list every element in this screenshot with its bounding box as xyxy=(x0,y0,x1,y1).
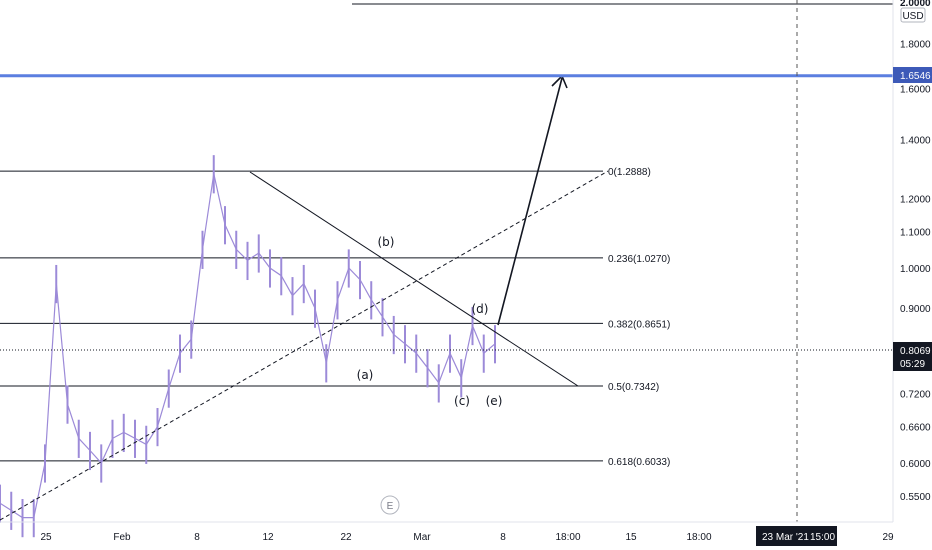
fib-level-label: 0.618(0.6033) xyxy=(608,457,670,468)
time-tick-label: 22 xyxy=(340,532,352,543)
price-tick-label: 0.6600 xyxy=(900,423,931,434)
wave-label: (e) xyxy=(486,394,503,408)
time-tick-label: Feb xyxy=(113,532,131,543)
fib-level-label: 0.236(1.0270) xyxy=(608,254,670,265)
time-axis[interactable]: 25 Feb 8 12 22 Mar 8 18:00 15 18:00 29 xyxy=(40,532,894,543)
current-price-text: 0.8069 xyxy=(900,346,931,357)
price-tick-label: 0.5500 xyxy=(900,492,931,503)
wave-label: (b) xyxy=(378,235,395,249)
countdown-text: 05:29 xyxy=(900,359,925,370)
time-tick-label: 18:00 xyxy=(686,532,711,543)
time-tick-label: 8 xyxy=(500,532,506,543)
price-line xyxy=(0,173,496,519)
time-tick-label: 25 xyxy=(40,532,52,543)
event-marker-letter: E xyxy=(387,501,394,512)
time-tick-label: 8 xyxy=(194,532,200,543)
descending-trendline[interactable] xyxy=(249,171,579,387)
fib-level-label: 0.382(0.8651) xyxy=(608,319,670,330)
price-tick-label: 0.9000 xyxy=(900,304,931,315)
current-price-tag xyxy=(893,342,932,371)
fib-level-label: 0(1.2888) xyxy=(608,167,651,178)
time-tick-label: Mar xyxy=(413,532,431,543)
projection-arrow-line[interactable] xyxy=(497,77,563,326)
price-axis[interactable]: 1.8000 1.6000 1.4000 1.2000 1.1000 1.0000 0.90… xyxy=(900,40,931,504)
price-tick-label: 1.4000 xyxy=(900,136,931,147)
time-tick-label: 12 xyxy=(262,532,274,543)
ascending-dashed-trendline[interactable] xyxy=(0,170,609,521)
wave-label: (c) xyxy=(454,394,470,408)
crosshair-time-tag xyxy=(756,526,837,546)
price-tick-label: 1.8000 xyxy=(900,40,931,51)
crosshair-date-text: 23 Mar '21 xyxy=(762,532,809,543)
wave-labels: (a) (b) (c) (d) (e) xyxy=(357,235,503,408)
price-tick-label: 1.1000 xyxy=(900,228,931,239)
crosshair-time-text: 15:00 xyxy=(810,532,835,543)
price-tick-label: 1.2000 xyxy=(900,194,931,205)
event-marker[interactable]: E xyxy=(380,495,400,515)
price-series xyxy=(0,155,496,538)
time-tick-label: 15 xyxy=(625,532,637,543)
wave-label: (d) xyxy=(472,302,489,316)
currency-badge[interactable]: USD xyxy=(900,7,926,23)
time-tick-label: 29 xyxy=(882,532,894,543)
price-tick-label: 0.7200 xyxy=(900,389,931,400)
time-tick-label: 18:00 xyxy=(555,532,580,543)
price-tick-label: 1.0000 xyxy=(900,264,931,275)
price-tick-label: 1.6000 xyxy=(900,85,931,96)
currency-label: USD xyxy=(902,11,923,22)
wave-label: (a) xyxy=(357,368,374,382)
price-tick-label: 0.6000 xyxy=(900,459,931,470)
event-marker-circle xyxy=(380,495,400,515)
target-price-tag xyxy=(893,67,932,83)
fib-level-label: 0.5(0.7342) xyxy=(608,382,659,393)
top-price-label: 2.0000 xyxy=(900,0,931,9)
target-price-text: 1.6546 xyxy=(900,71,931,82)
